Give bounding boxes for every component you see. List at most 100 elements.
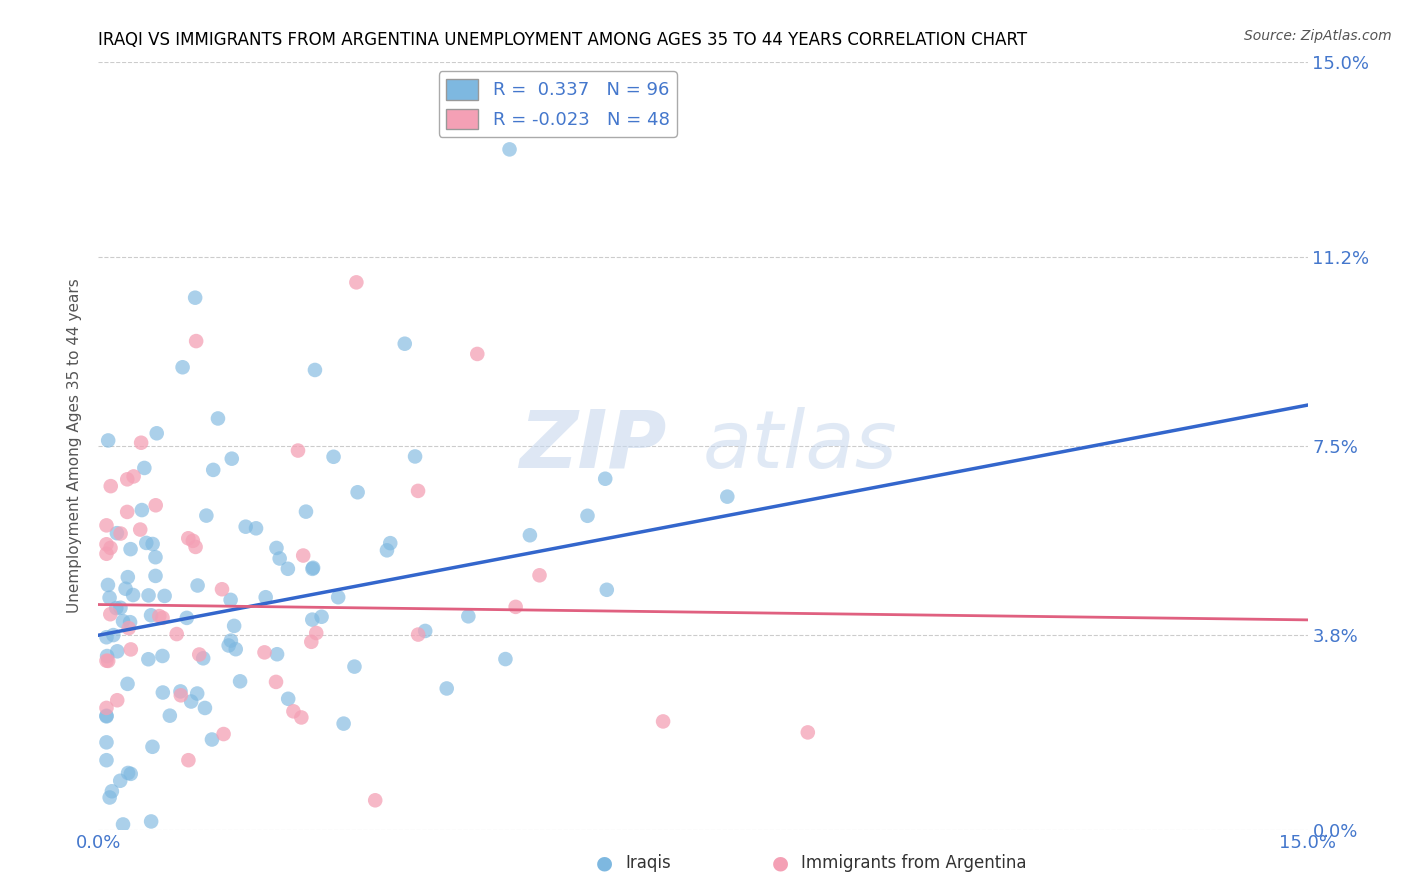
Point: [505, 599, 527, 614]
Point: [97, 578, 120, 592]
Point: [96, 537, 118, 551]
Point: [98, 790, 121, 805]
Point: [292, 549, 315, 563]
Text: Immigrants from Argentina: Immigrants from Argentina: [801, 855, 1026, 872]
Point: [120, 542, 142, 557]
Point: [96, 708, 118, 723]
Point: [105, 526, 128, 541]
Point: [576, 508, 599, 523]
Point: [117, 570, 139, 584]
Point: [169, 684, 191, 698]
Point: [311, 609, 333, 624]
Point: [117, 766, 139, 780]
Point: [177, 753, 200, 767]
Point: [177, 531, 200, 545]
Y-axis label: Unemployment Among Ages 35 to 44 years: Unemployment Among Ages 35 to 44 years: [67, 278, 83, 614]
Point: [152, 685, 174, 699]
Point: [110, 526, 132, 541]
Point: [494, 652, 516, 666]
Point: [290, 710, 312, 724]
Point: [346, 485, 368, 500]
Point: [184, 540, 207, 554]
Point: [112, 817, 135, 831]
Point: [96, 753, 118, 767]
Point: [98, 591, 121, 605]
Point: [277, 562, 299, 576]
Point: [301, 562, 323, 576]
Point: [299, 635, 322, 649]
Point: [406, 483, 429, 498]
Point: [187, 578, 209, 592]
Point: [131, 503, 153, 517]
Point: [253, 645, 276, 659]
Point: [114, 582, 136, 596]
Point: [138, 588, 160, 602]
Point: [343, 659, 366, 673]
Point: [96, 701, 118, 715]
Point: [152, 611, 174, 625]
Point: [105, 693, 128, 707]
Point: [202, 463, 225, 477]
Point: [96, 709, 118, 723]
Point: [117, 677, 139, 691]
Point: [184, 291, 207, 305]
Point: [207, 411, 229, 425]
Point: [98, 607, 121, 622]
Point: [170, 688, 193, 702]
Point: [105, 601, 128, 615]
Point: [176, 611, 198, 625]
Point: [465, 347, 488, 361]
Point: [328, 591, 350, 605]
Point: [129, 435, 152, 450]
Point: [380, 536, 402, 550]
Point: [344, 276, 367, 290]
Text: ●: ●: [596, 854, 613, 872]
Point: [110, 773, 132, 788]
Point: [218, 639, 240, 653]
Point: [120, 615, 142, 630]
Point: [194, 701, 217, 715]
Point: [235, 519, 257, 533]
Text: Iraqis: Iraqis: [626, 855, 672, 872]
Point: [193, 651, 215, 665]
Point: [652, 714, 675, 729]
Legend: R =  0.337   N = 96, R = -0.023   N = 48: R = 0.337 N = 96, R = -0.023 N = 48: [439, 71, 678, 136]
Point: [404, 450, 426, 464]
Point: [229, 674, 252, 689]
Point: [135, 536, 157, 550]
Point: [593, 472, 616, 486]
Point: [287, 443, 309, 458]
Point: [375, 543, 398, 558]
Point: [96, 547, 118, 561]
Point: [221, 451, 243, 466]
Point: [596, 582, 619, 597]
Point: [96, 518, 118, 533]
Point: [277, 691, 299, 706]
Point: [413, 624, 436, 638]
Text: ZIP: ZIP: [519, 407, 666, 485]
Point: [305, 626, 328, 640]
Point: [97, 654, 120, 668]
Point: [436, 681, 458, 696]
Point: [212, 727, 235, 741]
Point: [529, 568, 551, 582]
Point: [159, 708, 181, 723]
Text: Source: ZipAtlas.com: Source: ZipAtlas.com: [1244, 29, 1392, 43]
Point: [302, 561, 325, 575]
Point: [322, 450, 344, 464]
Point: [100, 479, 122, 493]
Point: [188, 648, 211, 662]
Point: [181, 533, 204, 548]
Text: atlas: atlas: [703, 407, 898, 485]
Point: [301, 613, 323, 627]
Point: [332, 716, 354, 731]
Point: [96, 654, 118, 668]
Point: [394, 336, 416, 351]
Point: [264, 674, 287, 689]
Point: [797, 725, 820, 739]
Point: [245, 521, 267, 535]
Point: [201, 732, 224, 747]
Point: [115, 505, 138, 519]
Point: [457, 609, 479, 624]
Point: [225, 642, 247, 657]
